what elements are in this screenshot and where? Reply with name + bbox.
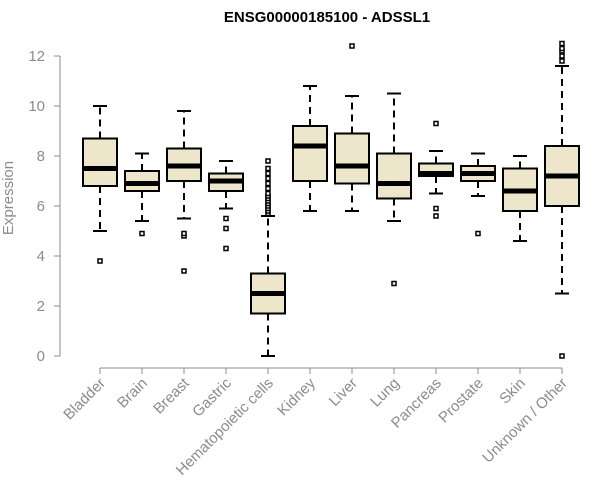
box-group [544,40,580,359]
y-tick-label: 2 [37,298,45,315]
outlier-point [97,258,103,264]
outlier-point [265,180,271,187]
outlier-point [181,268,187,274]
outlier-point [475,230,481,237]
outlier-point [265,158,271,164]
x-tick-label: Kidney [274,374,319,419]
outlier-point [559,58,565,64]
y-tick-label: 6 [37,198,45,215]
x-tick-label: Prostate [435,375,487,427]
box-group [502,155,538,242]
box-iqr [334,132,370,185]
box-group [292,85,328,212]
outlier-point [559,45,565,52]
x-tick-label: Breast [150,374,193,417]
outlier-point [223,225,229,232]
box-group [418,120,454,219]
outlier-point [391,280,397,287]
outlier-point [265,175,271,182]
boxes [82,40,580,359]
outlier-point [433,120,439,127]
outlier-point [433,213,439,219]
y-tick-label: 12 [28,48,45,65]
outlier-point [433,205,439,212]
box-group [208,160,244,252]
box-group [250,158,286,357]
y-tick-label: 8 [37,148,45,165]
box-iqr [82,137,118,187]
box-group [460,152,496,237]
box-group [334,43,370,212]
outlier-point [559,53,565,59]
outlier-point [223,245,229,252]
x-tick-label: Bladder [60,375,109,424]
chart-title: ENSG00000185100 - ADSSL1 [224,9,430,26]
box-iqr [376,152,412,200]
y-axis-label: Expression [0,161,17,235]
y-tick-label: 10 [28,98,45,115]
box-group [166,110,202,274]
outlier-point [139,230,145,237]
outlier-point [265,185,271,192]
x-tick-label: Brain [114,375,151,412]
y-tick-label: 4 [37,248,45,265]
box-group [376,92,412,287]
outlier-point [265,165,271,172]
box-group [124,152,160,237]
y-tick-label: 0 [37,348,45,365]
outlier-point [559,353,565,359]
x-tick-label: Skin [496,375,529,408]
x-tick-label: Lung [367,375,403,411]
x-tick-label: Liver [326,375,361,410]
outlier-point [349,43,355,49]
outlier-point [559,40,565,47]
outlier-point [265,170,271,177]
outlier-point [265,190,271,197]
outlier-point [181,230,187,237]
box-iqr [292,125,328,182]
outlier-point [223,215,229,222]
box-group [82,105,118,264]
